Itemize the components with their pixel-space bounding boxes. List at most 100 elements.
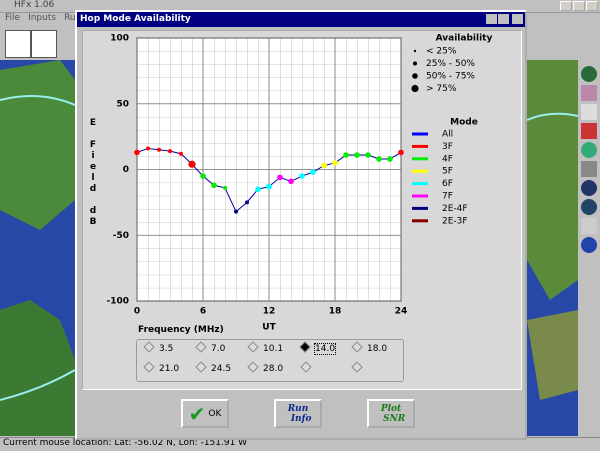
y-tick-label: 0 bbox=[123, 165, 129, 175]
legend-label: 7F bbox=[442, 192, 453, 202]
legend-marker bbox=[411, 84, 419, 93]
button-label: Run bbox=[287, 403, 309, 414]
radio-button[interactable]: 7.0 bbox=[195, 341, 226, 354]
dialog-title: Hop Mode Availability bbox=[80, 14, 191, 24]
legend-title: Availability bbox=[436, 34, 493, 44]
tool-icon[interactable] bbox=[581, 237, 597, 253]
data-point bbox=[332, 160, 338, 166]
tool-icon[interactable] bbox=[581, 104, 597, 120]
radio-button[interactable]: 14.0 bbox=[299, 341, 337, 355]
minimize[interactable] bbox=[560, 1, 572, 11]
plot-snr-button[interactable]: Plot SNR bbox=[367, 399, 415, 428]
maximize[interactable] bbox=[498, 14, 509, 24]
app-title: HFx 1.06 bbox=[14, 0, 55, 10]
data-point bbox=[188, 160, 196, 168]
data-point bbox=[168, 149, 172, 154]
y-tick-label: -100 bbox=[106, 297, 129, 307]
toolbar-icon[interactable] bbox=[5, 30, 31, 58]
frequency-group bbox=[136, 339, 404, 382]
data-point bbox=[211, 182, 217, 189]
radio-label: 14.0 bbox=[313, 343, 337, 355]
data-point bbox=[376, 156, 382, 162]
radio-button[interactable]: 10.1 bbox=[247, 341, 284, 354]
radio-label: 18.0 bbox=[367, 344, 388, 354]
legend-label: All bbox=[442, 130, 453, 140]
x-tick-label: 12 bbox=[263, 307, 276, 317]
legend-label: 2E-4F bbox=[442, 204, 468, 214]
tool-icon[interactable] bbox=[581, 218, 597, 234]
legend-label: 25% - 50% bbox=[426, 59, 475, 69]
data-point bbox=[288, 178, 294, 185]
radio-label: 10.1 bbox=[263, 344, 284, 354]
menu-item[interactable]: Inputs bbox=[28, 13, 57, 23]
radio-button[interactable]: 21.0 bbox=[143, 361, 180, 374]
radio-label: 21.0 bbox=[159, 364, 180, 374]
radio-label: 7.0 bbox=[211, 344, 226, 354]
radio-label: 3.5 bbox=[159, 344, 174, 354]
data-point bbox=[343, 152, 349, 158]
data-point bbox=[398, 149, 404, 156]
data-point bbox=[321, 162, 327, 169]
close[interactable] bbox=[512, 14, 523, 24]
tool-icon[interactable] bbox=[581, 66, 597, 82]
window-controls bbox=[560, 1, 598, 11]
data-point bbox=[266, 183, 272, 190]
close[interactable] bbox=[586, 1, 598, 11]
legend-label: < 25% bbox=[426, 47, 457, 57]
frequency-label: Frequency (MHz) bbox=[138, 325, 224, 335]
legend-marker bbox=[413, 49, 417, 53]
ok-button[interactable]: ✔ OK bbox=[181, 399, 229, 428]
data-point bbox=[223, 185, 227, 190]
legend-label: 50% - 75% bbox=[426, 72, 475, 82]
data-point bbox=[245, 200, 249, 205]
y-tick-label: 100 bbox=[110, 34, 129, 44]
ok-label: OK bbox=[208, 408, 222, 419]
x-tick-label: 24 bbox=[395, 307, 408, 317]
legend-label: 5F bbox=[442, 167, 453, 177]
radio-label: 24.5 bbox=[211, 364, 232, 374]
tool-icon[interactable] bbox=[581, 142, 597, 158]
radio-button[interactable]: 24.5 bbox=[195, 361, 232, 374]
tool-icon[interactable] bbox=[581, 123, 597, 139]
data-point bbox=[365, 152, 371, 158]
menu-item[interactable]: File bbox=[5, 13, 21, 23]
data-point bbox=[179, 151, 183, 156]
x-tick-label: 0 bbox=[134, 307, 140, 317]
side-toolbar bbox=[578, 60, 600, 436]
minimize[interactable] bbox=[486, 14, 497, 24]
tool-icon[interactable] bbox=[581, 85, 597, 101]
data-point bbox=[354, 152, 360, 158]
run-info-button[interactable]: Run Info bbox=[274, 399, 322, 428]
radio-button[interactable]: 3.5 bbox=[143, 341, 174, 354]
toolbar-icon[interactable] bbox=[31, 30, 57, 58]
x-tick-label: 6 bbox=[200, 307, 206, 317]
data-point bbox=[387, 156, 393, 162]
data-point bbox=[234, 209, 238, 214]
button-label: SNR bbox=[383, 413, 406, 424]
data-point bbox=[157, 147, 161, 152]
dialog-titlebar: Hop Mode Availability bbox=[77, 12, 525, 27]
x-axis-label: UT bbox=[262, 323, 276, 333]
tool-icon[interactable] bbox=[581, 161, 597, 177]
maximize[interactable] bbox=[573, 1, 585, 11]
button-label: Info bbox=[290, 413, 312, 424]
legend-label: > 75% bbox=[426, 84, 457, 94]
tool-icon[interactable] bbox=[581, 199, 597, 215]
legend-label: 6F bbox=[442, 179, 453, 189]
legend-label: 2E-3F bbox=[442, 216, 468, 226]
data-point bbox=[277, 174, 283, 181]
data-point bbox=[299, 173, 305, 179]
legend-label: 3F bbox=[442, 142, 453, 152]
legend-marker bbox=[413, 61, 417, 66]
legend-title: Mode bbox=[450, 118, 478, 128]
radio-button[interactable]: 18.0 bbox=[351, 341, 388, 354]
menu-item[interactable]: Run bbox=[64, 13, 82, 23]
tool-icon[interactable] bbox=[581, 180, 597, 196]
button-label: Plot bbox=[380, 403, 402, 414]
data-point bbox=[310, 169, 316, 175]
data-point bbox=[255, 186, 261, 193]
radio-button[interactable]: 28.0 bbox=[247, 361, 284, 374]
radio-label: 28.0 bbox=[263, 364, 284, 374]
data-point bbox=[134, 149, 140, 156]
